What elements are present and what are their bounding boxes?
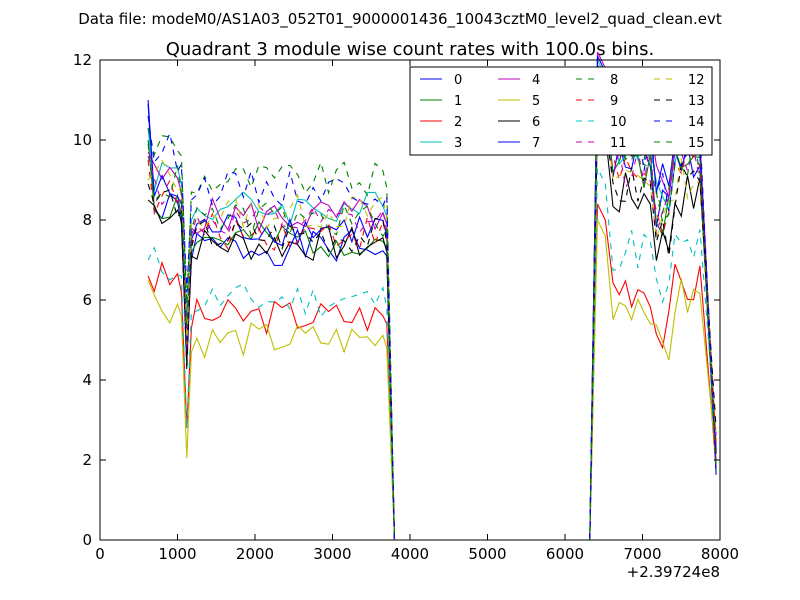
x-tick-label: 4000 — [391, 545, 429, 563]
series-line-6 — [147, 115, 717, 541]
plot-lines — [147, 51, 717, 541]
legend-label-2: 2 — [454, 115, 462, 130]
legend-label-6: 6 — [532, 115, 540, 130]
x-tick-label: 7000 — [623, 545, 661, 563]
legend-label-14: 14 — [688, 115, 705, 130]
legend-label-0: 0 — [454, 73, 462, 88]
series-line-10 — [147, 167, 717, 541]
legend-label-11: 11 — [610, 136, 627, 151]
legend-label-15: 15 — [688, 136, 705, 151]
legend-label-7: 7 — [532, 136, 540, 151]
y-tick-label: 12 — [73, 51, 92, 69]
y-tick-label: 4 — [82, 371, 92, 389]
series-line-11 — [147, 83, 717, 541]
series-line-14 — [147, 67, 717, 541]
axis-ticks: 0 1000 2000 3000 4000 5000 6000 7000 80000246810… — [73, 51, 739, 563]
x-tick-label: 1000 — [158, 545, 196, 563]
legend-label-8: 8 — [610, 73, 618, 88]
series-line-15 — [147, 75, 717, 541]
x-tick-label: 6000 — [546, 545, 584, 563]
legend-label-5: 5 — [532, 94, 540, 109]
data-file-suptitle: Data file: modeM0/AS1A03_052T01_90000014… — [78, 10, 722, 29]
x-tick-label: 2000 — [236, 545, 274, 563]
series-line-13 — [147, 107, 717, 541]
series-line-5 — [147, 219, 717, 541]
legend-label-1: 1 — [454, 94, 462, 109]
series-line-2 — [147, 203, 717, 541]
y-tick-label: 0 — [82, 531, 92, 549]
chart-title: Quadrant 3 module wise count rates with … — [166, 39, 655, 60]
legend-label-13: 13 — [688, 94, 705, 109]
y-tick-label: 8 — [82, 211, 92, 229]
legend-label-10: 10 — [610, 115, 627, 130]
legend-label-9: 9 — [610, 94, 618, 109]
series-line-12 — [147, 95, 717, 541]
legend-label-4: 4 — [532, 73, 540, 88]
y-tick-label: 10 — [73, 131, 92, 149]
y-tick-label: 2 — [82, 451, 92, 469]
x-tick-label: 8000 — [701, 545, 739, 563]
x-tick-label: 3000 — [313, 545, 351, 563]
legend-label-3: 3 — [454, 136, 462, 151]
x-offset-label: +2.39724e8 — [627, 563, 720, 581]
legend-box — [409, 66, 713, 156]
series-line-1 — [147, 83, 717, 541]
legend-label-12: 12 — [688, 73, 705, 88]
y-tick-label: 6 — [82, 291, 92, 309]
x-tick-label: 5000 — [468, 545, 506, 563]
series-line-9 — [147, 91, 717, 541]
x-tick-label: 0 — [95, 545, 105, 563]
